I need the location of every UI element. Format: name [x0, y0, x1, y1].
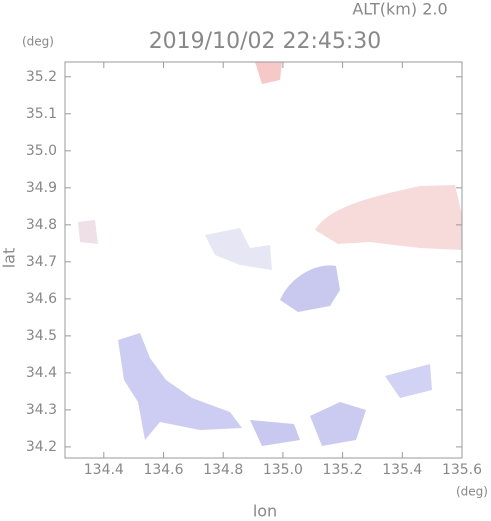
echo — [385, 364, 432, 398]
echo — [78, 220, 98, 244]
y-axis-label: lat — [0, 248, 19, 269]
x-tick-label: 135.0 — [263, 462, 303, 478]
x-unit: (deg) — [456, 485, 488, 499]
y-unit: (deg) — [22, 35, 54, 49]
y-tick-label: 34.9 — [26, 180, 57, 196]
echo — [118, 333, 242, 440]
y-tick-label: 35.1 — [26, 106, 57, 122]
x-axis-label: lon — [253, 502, 277, 521]
chart-title: 2019/10/02 22:45:30 — [149, 29, 382, 54]
plot-frame — [64, 61, 463, 459]
echo — [250, 420, 300, 446]
y-tick-label: 34.4 — [26, 365, 57, 381]
x-tick-label: 135.4 — [382, 462, 422, 478]
y-tick-label: 34.5 — [26, 328, 57, 344]
echo — [315, 185, 462, 250]
x-tick-label: 134.8 — [203, 462, 243, 478]
echo — [310, 402, 366, 446]
x-tick-label: 134.4 — [84, 462, 124, 478]
x-tick-label: 135.2 — [323, 462, 363, 478]
x-tick-label: 134.6 — [143, 462, 183, 478]
x-tick-label: 135.6 — [442, 462, 482, 478]
y-tick-label: 34.3 — [26, 402, 57, 418]
y-tick-label: 34.6 — [26, 291, 57, 307]
radar-echoes — [78, 62, 462, 446]
altitude-label: ALT(km) 2.0 — [352, 0, 447, 19]
echo — [280, 265, 340, 312]
y-tick-label: 34.2 — [26, 439, 57, 455]
y-tick-label: 35.2 — [26, 69, 57, 85]
echo — [255, 62, 282, 84]
y-tick-label: 34.7 — [26, 254, 57, 270]
y-tick-label: 34.8 — [26, 217, 57, 233]
y-tick-label: 35.0 — [26, 143, 57, 159]
echo — [205, 228, 272, 270]
